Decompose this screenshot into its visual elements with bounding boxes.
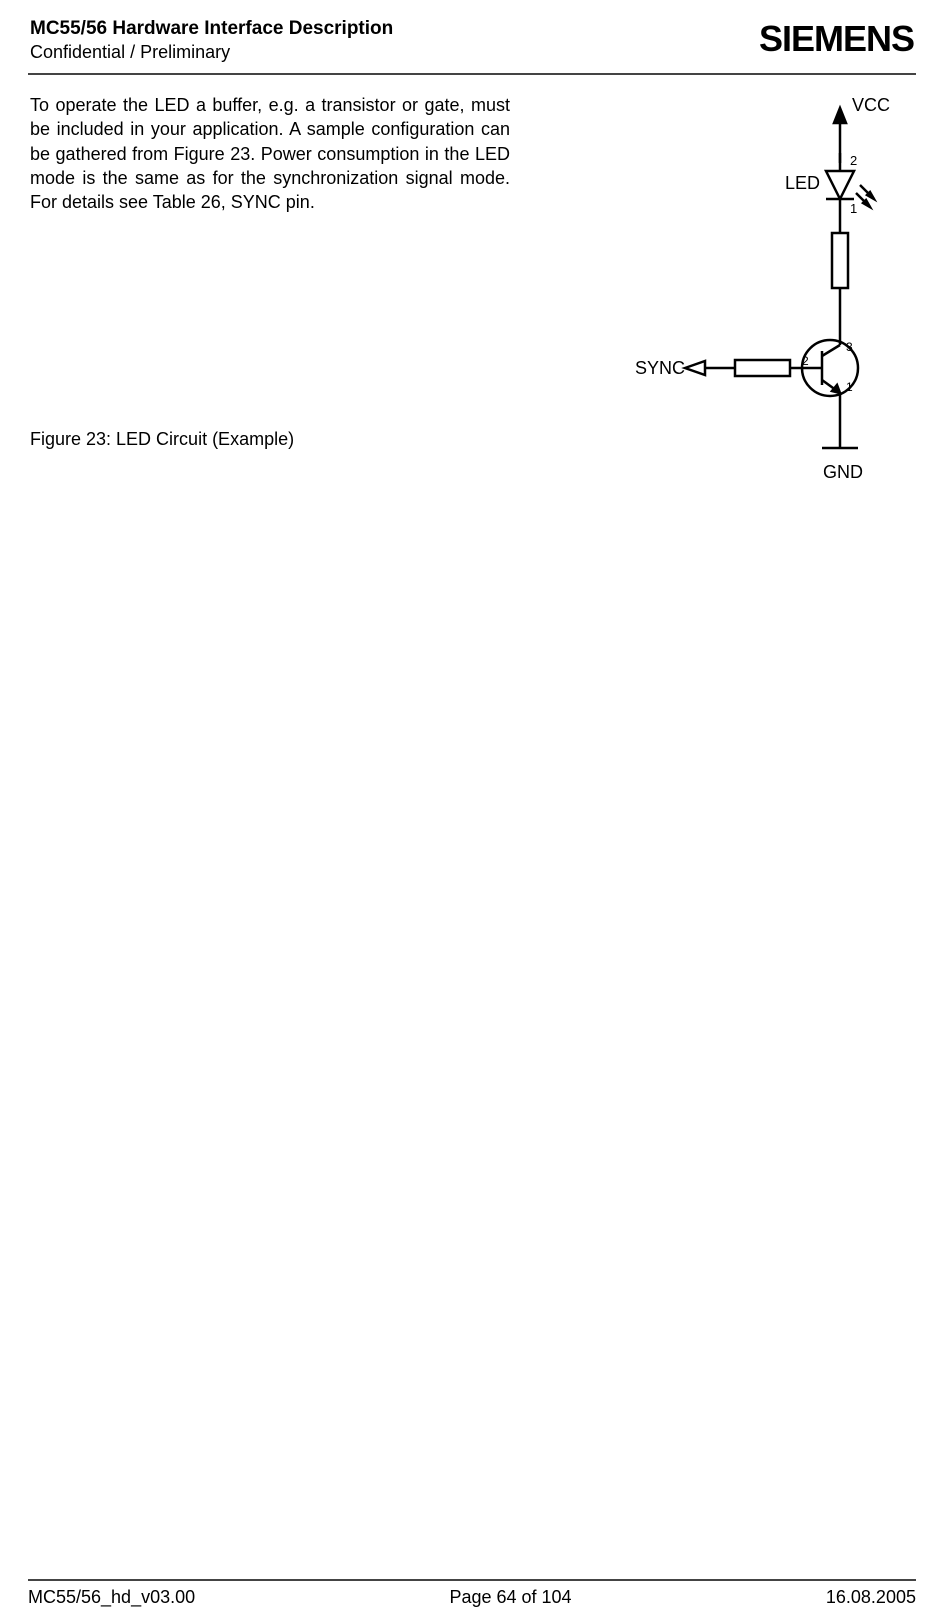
footer-version: MC55/56_hd_v03.00 [28,1587,195,1608]
page-footer: MC55/56_hd_v03.00 Page 64 of 104 16.08.2… [0,1579,944,1608]
circuit-diagram: VCC LED SYNC GND 2 1 3 2 1 [530,93,914,518]
content-area: To operate the LED a buffer, e.g. a tran… [0,75,944,518]
page-header: MC55/56 Hardware Interface Description C… [0,0,944,71]
header-left: MC55/56 Hardware Interface Description C… [30,18,393,63]
doc-subtitle: Confidential / Preliminary [30,42,393,63]
circuit-svg: VCC LED SYNC GND 2 1 3 2 1 [530,93,910,513]
led-label: LED [785,173,820,193]
footer-divider [28,1579,916,1581]
led-pin2: 2 [850,153,857,168]
text-column: To operate the LED a buffer, e.g. a tran… [30,93,510,518]
siemens-logo: SIEMENS [759,18,914,60]
gnd-label: GND [823,462,863,482]
transistor-pin2: 2 [802,354,809,368]
vcc-label: VCC [852,95,890,115]
led-pin1: 1 [850,201,857,216]
figure-caption: Figure 23: LED Circuit (Example) [30,429,510,450]
footer-date: 16.08.2005 [826,1587,916,1608]
body-paragraph: To operate the LED a buffer, e.g. a tran… [30,93,510,214]
doc-title: MC55/56 Hardware Interface Description [30,18,393,40]
footer-row: MC55/56_hd_v03.00 Page 64 of 104 16.08.2… [28,1587,916,1608]
footer-page: Page 64 of 104 [449,1587,571,1608]
transistor-pin1: 1 [846,380,853,394]
sync-label: SYNC [635,358,685,378]
transistor-pin3: 3 [846,340,853,354]
